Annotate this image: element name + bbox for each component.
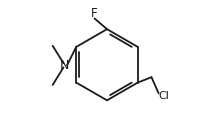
- Text: F: F: [91, 7, 98, 20]
- Text: Cl: Cl: [159, 91, 169, 101]
- Text: N: N: [60, 59, 70, 72]
